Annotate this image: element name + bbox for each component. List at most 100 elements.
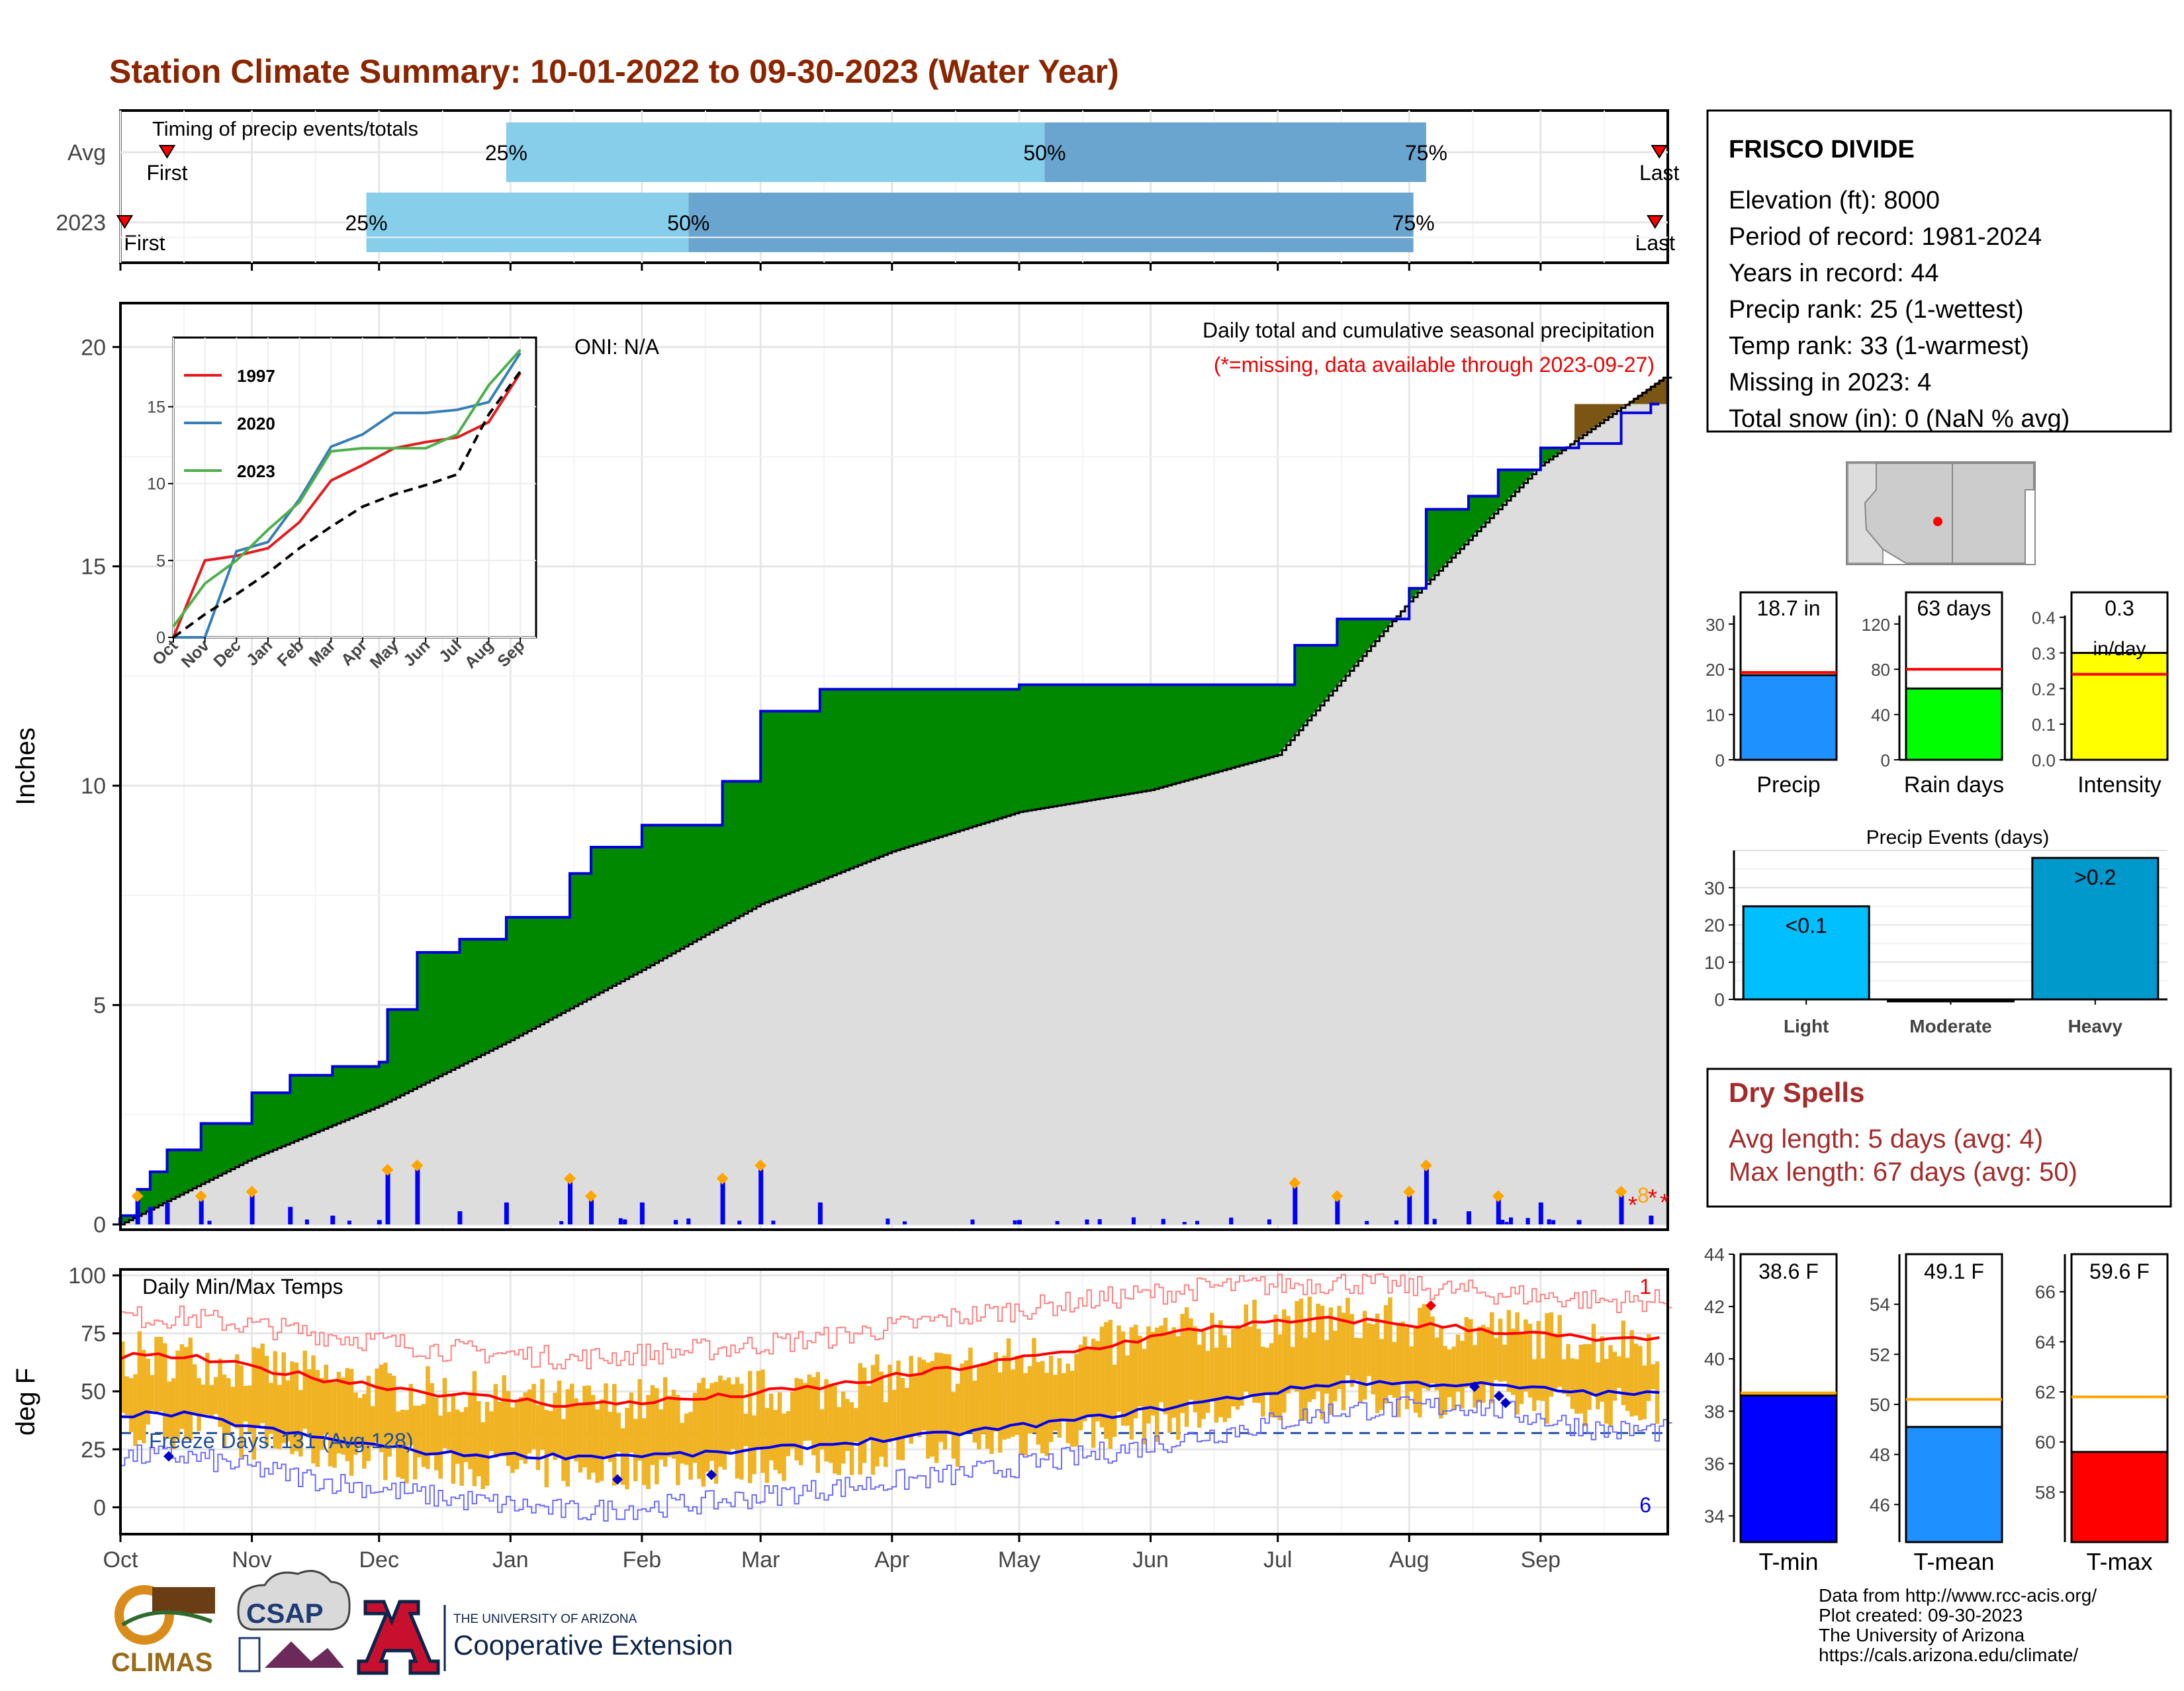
temp-line-record-low <box>120 1396 1672 1522</box>
daily-precip-bar <box>165 1202 170 1224</box>
daily-temp-bar <box>311 1355 316 1464</box>
daily-precip-bar <box>758 1167 764 1224</box>
daily-temp-bar <box>565 1389 570 1487</box>
daily-temp-bar <box>306 1369 312 1435</box>
daily-temp-bar <box>1261 1346 1265 1417</box>
daily-temp-bar <box>1332 1330 1338 1402</box>
summary-bar-precip <box>1739 674 1838 761</box>
daily-temp-bar <box>777 1392 782 1474</box>
temp-summary-y-tick-label: 62 <box>2035 1382 2056 1402</box>
daily-temp-bar <box>1460 1340 1465 1409</box>
daily-temp-bar <box>900 1378 905 1461</box>
daily-temp-bar <box>849 1402 854 1475</box>
daily-temp-bar <box>866 1385 871 1438</box>
summary-y-tick-label: 80 <box>1871 660 1890 680</box>
daily-precip-bar <box>1229 1217 1234 1224</box>
summary-y-tick-label: 30 <box>1706 615 1725 635</box>
daily-temp-bar <box>1367 1323 1371 1377</box>
inset-legend: 1997 2020 2023 <box>184 366 275 481</box>
events-category-label: Moderate <box>1909 1016 1991 1036</box>
daily-temp-bar <box>213 1377 218 1414</box>
daily-temp-bar <box>1150 1332 1156 1416</box>
daily-temp-bar <box>811 1377 816 1455</box>
daily-temp-bar <box>1371 1324 1376 1394</box>
daily-temp-bar <box>1006 1338 1011 1439</box>
daily-temp-bar <box>142 1349 146 1443</box>
daily-temp-bar <box>519 1396 523 1460</box>
daily-temp-bar <box>1320 1305 1325 1420</box>
daily-temp-bar <box>773 1410 778 1471</box>
daily-temp-bar <box>815 1372 820 1473</box>
daily-temp-bar <box>701 1377 706 1487</box>
daily-temp-bar <box>1032 1338 1036 1433</box>
daily-temp-bar <box>1120 1331 1126 1426</box>
daily-temp-bar <box>1621 1320 1626 1406</box>
missing-marker: * <box>1660 1189 1669 1216</box>
daily-precip-bar <box>1131 1217 1136 1224</box>
daily-temp-bar <box>582 1385 587 1468</box>
daily-temp-bar <box>1252 1299 1257 1403</box>
daily-temp-bar <box>451 1394 456 1484</box>
daily-temp-bar <box>1218 1320 1223 1418</box>
daily-temp-bar <box>1455 1334 1461 1392</box>
daily-temp-bar <box>514 1400 520 1470</box>
daily-temp-bar <box>1392 1342 1397 1398</box>
month-axis: Oct Nov Dec Jan Feb Mar Apr May Jun Jul Aug Sep <box>103 1534 1561 1573</box>
precip-daily-bars <box>118 1159 1654 1224</box>
daily-temp-bar <box>1545 1313 1549 1424</box>
precip-y-tick-label: 10 <box>81 774 106 799</box>
daily-precip-bar <box>1504 1222 1509 1224</box>
daily-temp-bar <box>870 1365 876 1475</box>
daily-temp-bar <box>595 1409 600 1483</box>
month-tick-label: Mar <box>741 1547 780 1573</box>
station-precip-rank: Precip rank: 25 (1-wettest) <box>1729 296 2024 324</box>
month-tick-label: Apr <box>874 1547 909 1573</box>
daily-temp-bar <box>574 1398 578 1462</box>
daily-temp-bar <box>731 1384 735 1449</box>
daily-temp-bar <box>599 1399 604 1481</box>
summary-y-tick-label: 20 <box>1706 660 1725 680</box>
daily-temp-bar <box>680 1422 685 1464</box>
daily-precip-marker <box>1420 1159 1432 1171</box>
daily-temp-bar <box>713 1382 719 1484</box>
daily-precip-marker <box>411 1159 424 1171</box>
daily-temp-bar <box>887 1364 892 1443</box>
daily-precip-bar <box>1551 1220 1556 1224</box>
daily-temp-bar <box>430 1383 435 1455</box>
daily-temp-bar <box>332 1382 337 1468</box>
daily-temp-bar <box>357 1398 363 1448</box>
daily-temp-bar <box>1566 1344 1570 1397</box>
summary-value-label: 63 days <box>1917 596 1991 620</box>
temp-summary-y-tick-label: 50 <box>1870 1394 1890 1415</box>
temp-frame <box>119 1268 1669 1535</box>
precip-normal-fill <box>120 377 1668 1224</box>
temp-line-avg-max <box>120 1316 1660 1408</box>
daily-temp-bar <box>527 1389 532 1453</box>
daily-temp-bar <box>1498 1318 1503 1382</box>
temp-panel: 0 25 50 75 100 Oct Nov Dec Jan Feb Mar Apr May Jun Ju… <box>11 1263 1672 1573</box>
daily-temp-bar <box>1226 1347 1232 1418</box>
precip-y-tick-label: 15 <box>81 555 106 580</box>
daily-temp-bar <box>1328 1307 1334 1416</box>
daily-temp-bar <box>1561 1359 1567 1394</box>
daily-temp-bar <box>1146 1326 1151 1424</box>
daily-temp-bar <box>930 1361 934 1457</box>
csap-cloud <box>237 1570 351 1631</box>
temp-summary-category-label: T-max <box>2086 1548 2152 1575</box>
daily-temp-bar <box>294 1362 299 1451</box>
daily-temp-bar <box>921 1359 927 1431</box>
temp-summary-bar-t-min <box>1739 1394 1838 1543</box>
precip-observed-line <box>120 402 1660 1217</box>
daily-temp-bar <box>120 1341 125 1413</box>
missing-marker: * <box>1628 1191 1637 1218</box>
daily-temp-bar <box>879 1371 884 1457</box>
daily-precip-bar <box>457 1211 463 1224</box>
daily-temp-bar <box>1265 1348 1269 1393</box>
daily-temp-bar <box>960 1363 964 1434</box>
summary-y-tick-label: 0.0 <box>2032 751 2056 770</box>
month-tick-label: Dec <box>359 1547 398 1573</box>
daily-temp-bar <box>637 1379 642 1461</box>
daily-precip-marker <box>585 1190 598 1203</box>
daily-precip-bar <box>304 1219 309 1224</box>
daily-temp-bar <box>1494 1338 1498 1381</box>
